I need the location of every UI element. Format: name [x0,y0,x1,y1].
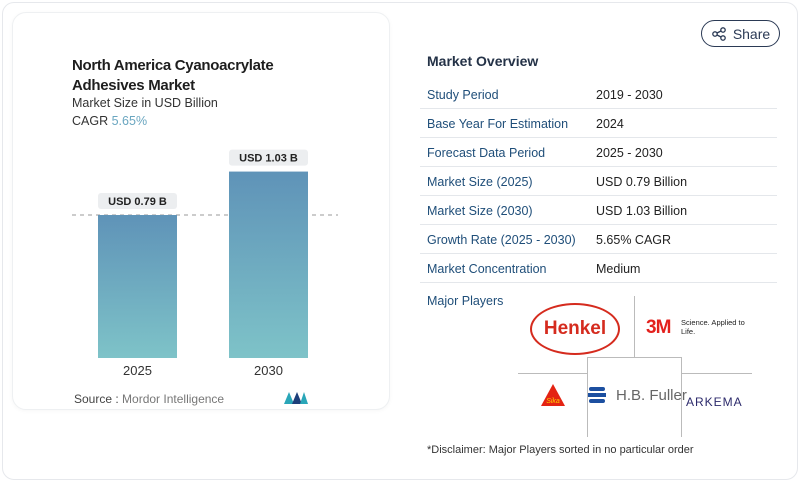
overview-row: Market Concentration Medium [420,254,777,283]
3m-tagline: Science. Applied to Life. [681,318,745,336]
share-label: Share [732,25,771,42]
overview-value: 2024 [596,117,624,131]
title-line-2: Adhesives Market [72,77,195,94]
disclaimer: *Disclaimer: Major Players sorted in no … [427,444,694,456]
cagr-value: 5.65% [111,114,148,128]
data-label: USD 0.79 B [108,196,167,208]
cagr-label: CAGR [72,114,109,128]
overview-row: Forecast Data Period 2025 - 2030 [420,138,777,167]
source-value: Mordor Intelligence [122,392,225,406]
overview-row: Growth Rate (2025 - 2030) 5.65% CAGR [420,225,777,254]
henkel-logo: Henkel [530,303,620,355]
overview-row: Base Year For Estimation 2024 [420,109,777,138]
title-line-1: North America Cyanoacrylate [72,57,274,74]
overview-key: Market Concentration [427,262,547,276]
overview-row: Study Period 2019 - 2030 [420,80,777,109]
overview-value: 2019 - 2030 [596,88,663,102]
bar-2025 [98,215,177,358]
overview-value: USD 1.03 Billion [596,204,688,218]
hb-fuller-icon [588,387,606,403]
overview-value: 2025 - 2030 [596,146,663,160]
overview-row: Market Size (2030) USD 1.03 Billion [420,196,777,225]
mordor-logo-icon [284,392,308,404]
sika-logo-icon: Sika [541,384,565,406]
overview-value: Medium [596,262,641,276]
share-icon [711,26,726,41]
arkema-logo: ARKEMA [686,395,743,409]
overview-key: Growth Rate (2025 - 2030) [427,233,576,247]
source-label: Source : [74,392,119,406]
data-label-bg [229,149,308,166]
source: Source : Mordor Intelligence [74,392,224,406]
overview-value: 5.65% CAGR [596,233,672,247]
x-tick-label: 2025 [123,363,152,378]
overview-row: Market Size (2025) USD 0.79 Billion [420,167,777,196]
overview-key: Study Period [427,88,499,102]
chart-card [12,12,390,410]
share-button[interactable]: Share [701,20,780,47]
bar-chart: USD 0.79 B 2025 USD 1.03 B 2030 [72,149,338,378]
market-overview-title: Market Overview [427,53,539,69]
svg-text:Sika: Sika [546,398,560,405]
chart-subtitle: Market Size in USD Billion [72,96,218,110]
major-players-label: Major Players [427,294,504,308]
chart-title: North America Cyanoacrylate Adhesives Mar… [72,56,274,96]
overview-key: Market Size (2025) [427,175,533,189]
overview-key: Forecast Data Period [427,146,546,160]
hb-fuller-logo: H.B. Fuller [616,387,687,404]
3m-logo: 3M [646,317,671,338]
data-label: USD 1.03 B [239,153,298,165]
overview-key: Market Size (2030) [427,204,533,218]
overview-key: Base Year For Estimation [427,117,569,131]
x-tick-label: 2030 [254,363,283,378]
data-label-bg [98,193,177,210]
cagr: CAGR 5.65% [72,114,147,128]
bar-2030 [229,171,308,358]
overview-value: USD 0.79 Billion [596,175,688,189]
